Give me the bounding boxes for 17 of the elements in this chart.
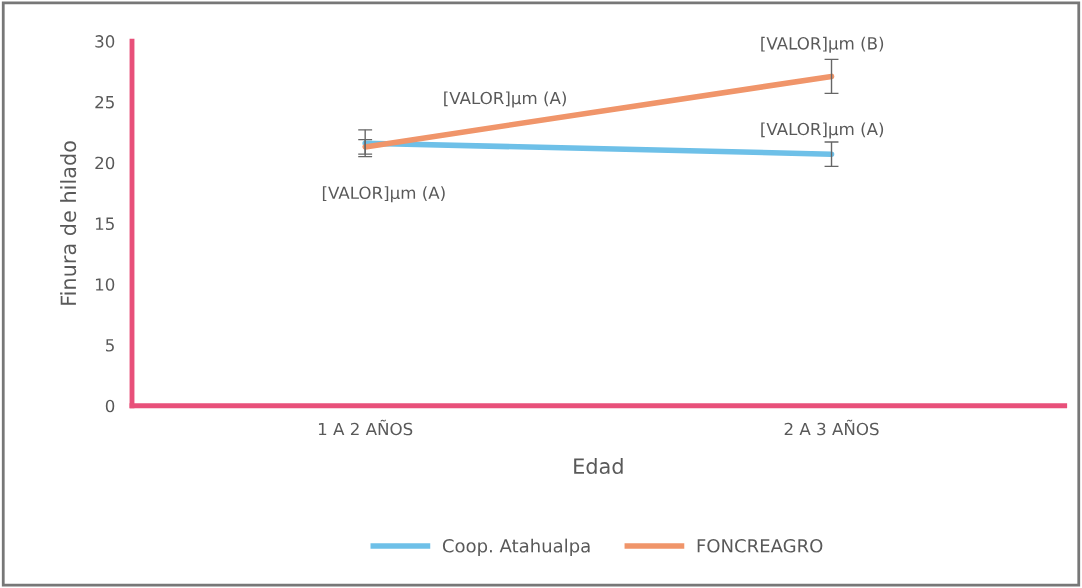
y-tick-label: 25: [95, 95, 114, 109]
legend-label: FONCREAGRO: [697, 538, 823, 553]
x-tick-label: 2 A 3 AÑOS: [784, 419, 879, 436]
x-axis-title: Edad: [574, 457, 623, 475]
y-axis-title: Finura de hilado: [60, 141, 77, 305]
y-tick-label: 15: [95, 217, 114, 231]
y-tick-label: 0: [105, 399, 115, 413]
x-tick-label: 1 A 2 AÑOS: [318, 419, 413, 436]
annotation: [VALOR]µm (B): [761, 36, 884, 53]
y-tick-label: 20: [95, 156, 115, 170]
annotation: [VALOR]µm (A): [444, 91, 566, 108]
y-tick-label: 30: [95, 35, 115, 48]
y-tick-label: 10: [95, 278, 115, 291]
legend-label: Coop. Atahualpa: [442, 538, 590, 557]
annotation: [VALOR]µm (A): [761, 122, 884, 139]
y-tick-label: 5: [106, 339, 114, 352]
annotation: [VALOR]µm (A): [322, 186, 445, 203]
